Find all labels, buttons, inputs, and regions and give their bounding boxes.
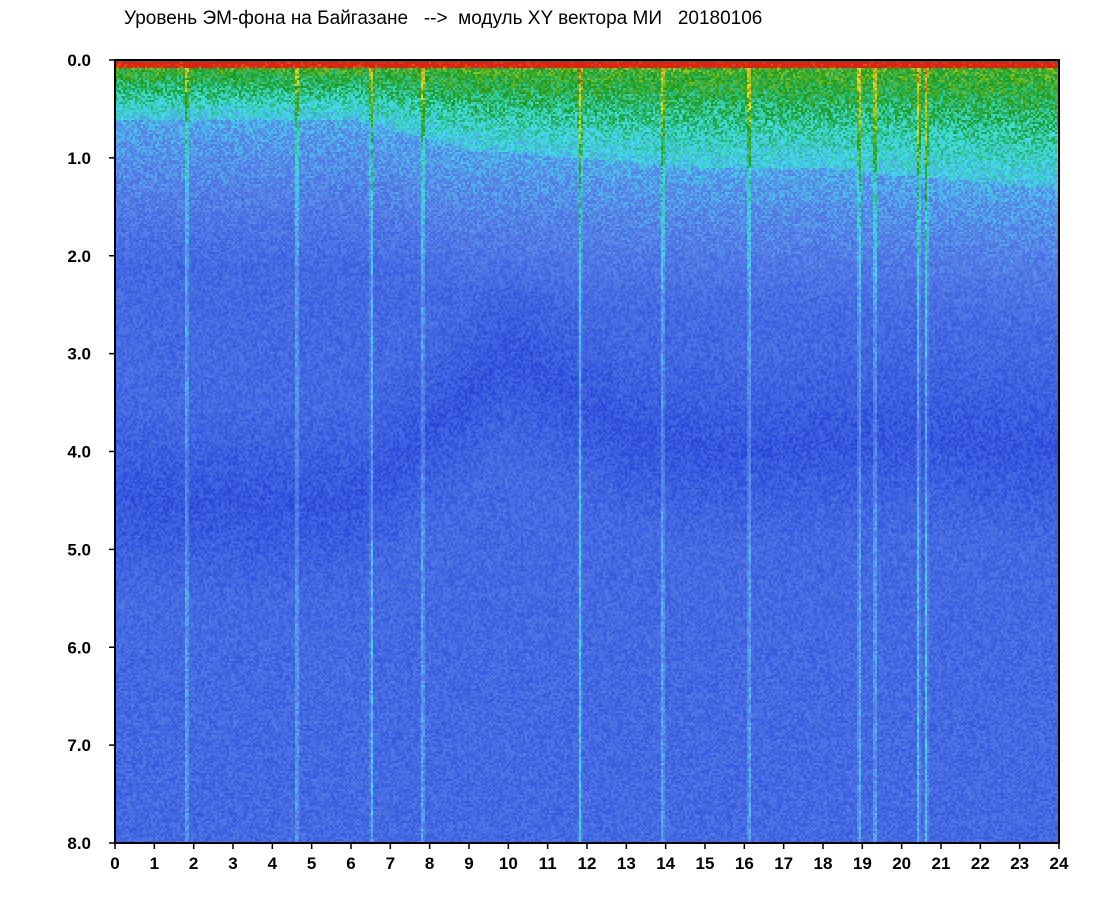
- x-tick-label: 23: [1010, 854, 1029, 873]
- x-tick-label: 20: [892, 854, 911, 873]
- x-tick-label: 19: [853, 854, 872, 873]
- y-tick-label: 7.0: [67, 736, 91, 755]
- y-tick-label: 8.0: [67, 834, 91, 853]
- x-tick-label: 17: [774, 854, 793, 873]
- x-tick-label: 7: [386, 854, 395, 873]
- x-tick-label: 12: [578, 854, 597, 873]
- x-tick-label: 21: [932, 854, 951, 873]
- x-tick-label: 1: [150, 854, 159, 873]
- y-tick-label: 2.0: [67, 247, 91, 266]
- x-tick-label: 4: [268, 854, 278, 873]
- x-axis: 0 1 2 3 4 5 6 7 8 9 10 11 12 13 14 15 16 17 18 19 20 21 22 23 24: [110, 843, 1069, 873]
- x-tick-label: 16: [735, 854, 754, 873]
- x-tick-label: 15: [696, 854, 715, 873]
- x-tick-label: 11: [539, 854, 557, 873]
- y-tick-label: 5.0: [67, 540, 91, 559]
- spectrogram-heatmap: [115, 60, 1059, 843]
- x-tick-label: 10: [499, 854, 518, 873]
- x-tick-label: 5: [307, 854, 316, 873]
- x-tick-label: 2: [189, 854, 198, 873]
- plot-frame: [114, 59, 1060, 844]
- x-tick-label: 3: [228, 854, 237, 873]
- y-tick-label: 1.0: [67, 149, 91, 168]
- y-tick-label: 4.0: [67, 443, 91, 462]
- y-tick-label: 6.0: [67, 638, 91, 657]
- x-tick-label: 6: [346, 854, 355, 873]
- y-axis: 0.0 1.0 2.0 3.0 4.0 5.0 6.0 7.0 8.0: [67, 51, 115, 853]
- x-tick-label: 13: [617, 854, 636, 873]
- x-tick-label: 22: [971, 854, 990, 873]
- y-tick-label: 3.0: [67, 345, 91, 364]
- x-tick-label: 0: [110, 854, 119, 873]
- x-tick-label: 8: [425, 854, 434, 873]
- x-tick-label: 18: [814, 854, 833, 873]
- x-tick-label: 9: [464, 854, 473, 873]
- y-tick-label: 0.0: [67, 51, 91, 70]
- chart-title: Уровень ЭМ-фона на Байгазане --> модуль …: [124, 8, 763, 29]
- x-tick-label: 24: [1050, 854, 1069, 873]
- x-tick-label: 14: [656, 854, 675, 873]
